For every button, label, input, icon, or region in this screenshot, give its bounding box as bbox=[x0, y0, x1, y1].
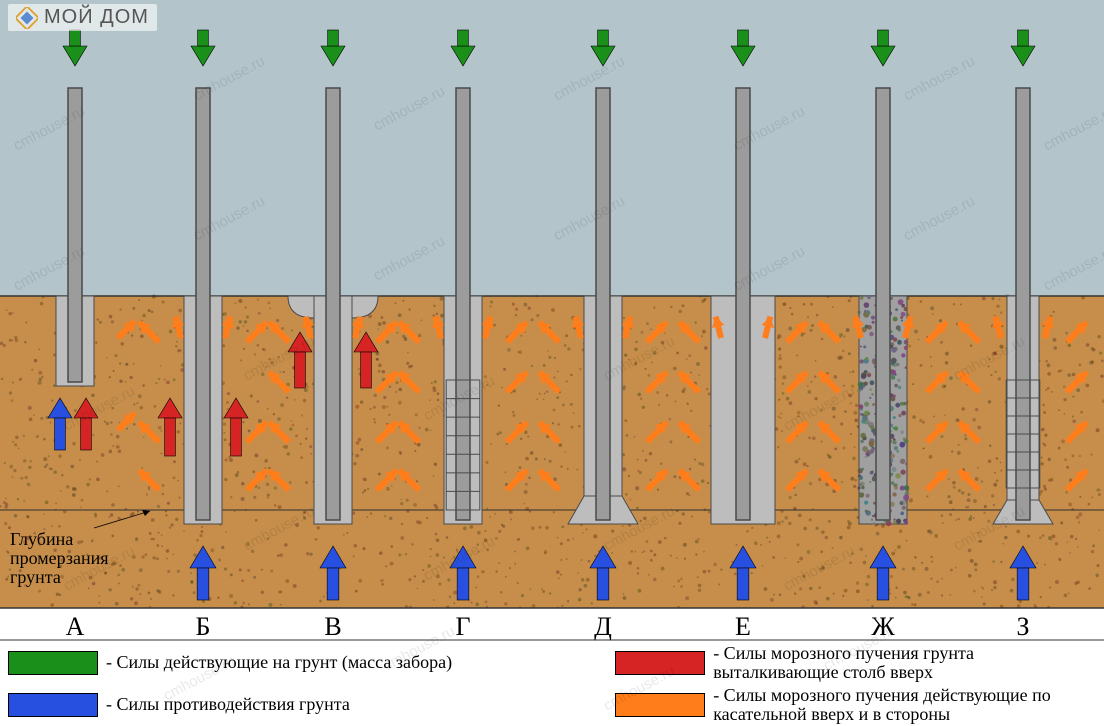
swatch-orange bbox=[615, 693, 705, 717]
legend-red-text: - Силы морозного пучения грунта выталкив… bbox=[713, 644, 1096, 682]
column-letter-H: З bbox=[1016, 612, 1029, 642]
swatch-green bbox=[8, 651, 98, 675]
legend-red: - Силы морозного пучения грунта выталкив… bbox=[607, 642, 1104, 684]
legend-orange: - Силы морозного пучения действующие по … bbox=[607, 684, 1104, 726]
legend: - Силы действующие на грунт (масса забор… bbox=[0, 642, 1104, 720]
freeze-l2: промерзания bbox=[10, 549, 109, 568]
column-letter-C: В bbox=[324, 612, 341, 642]
swatch-blue bbox=[8, 693, 98, 717]
column-letter-A: А bbox=[66, 612, 85, 642]
swatch-red bbox=[615, 651, 705, 675]
column-letter-F: Е bbox=[735, 612, 751, 642]
legend-blue: - Силы противодействия грунта bbox=[0, 684, 607, 726]
column-letter-E: Д bbox=[594, 612, 612, 642]
legend-green: - Силы действующие на грунт (масса забор… bbox=[0, 642, 607, 684]
column-letter-G: Ж bbox=[871, 612, 894, 642]
freeze-l3: грунта bbox=[10, 568, 109, 587]
logo: МОЙ ДОМ bbox=[8, 4, 157, 31]
column-letter-B: Б bbox=[196, 612, 211, 642]
legend-green-text: - Силы действующие на грунт (масса забор… bbox=[106, 653, 599, 672]
logo-text: МОЙ ДОМ bbox=[44, 6, 149, 29]
logo-icon bbox=[16, 7, 38, 29]
legend-orange-text: - Силы морозного пучения действующие по … bbox=[713, 686, 1096, 724]
diagram-canvas bbox=[0, 0, 1104, 720]
freeze-depth-label: Глубина промерзания грунта bbox=[10, 530, 109, 587]
freeze-l1: Глубина bbox=[10, 530, 109, 549]
column-letter-D: Г bbox=[455, 612, 470, 642]
legend-blue-text: - Силы противодействия грунта bbox=[106, 695, 599, 714]
